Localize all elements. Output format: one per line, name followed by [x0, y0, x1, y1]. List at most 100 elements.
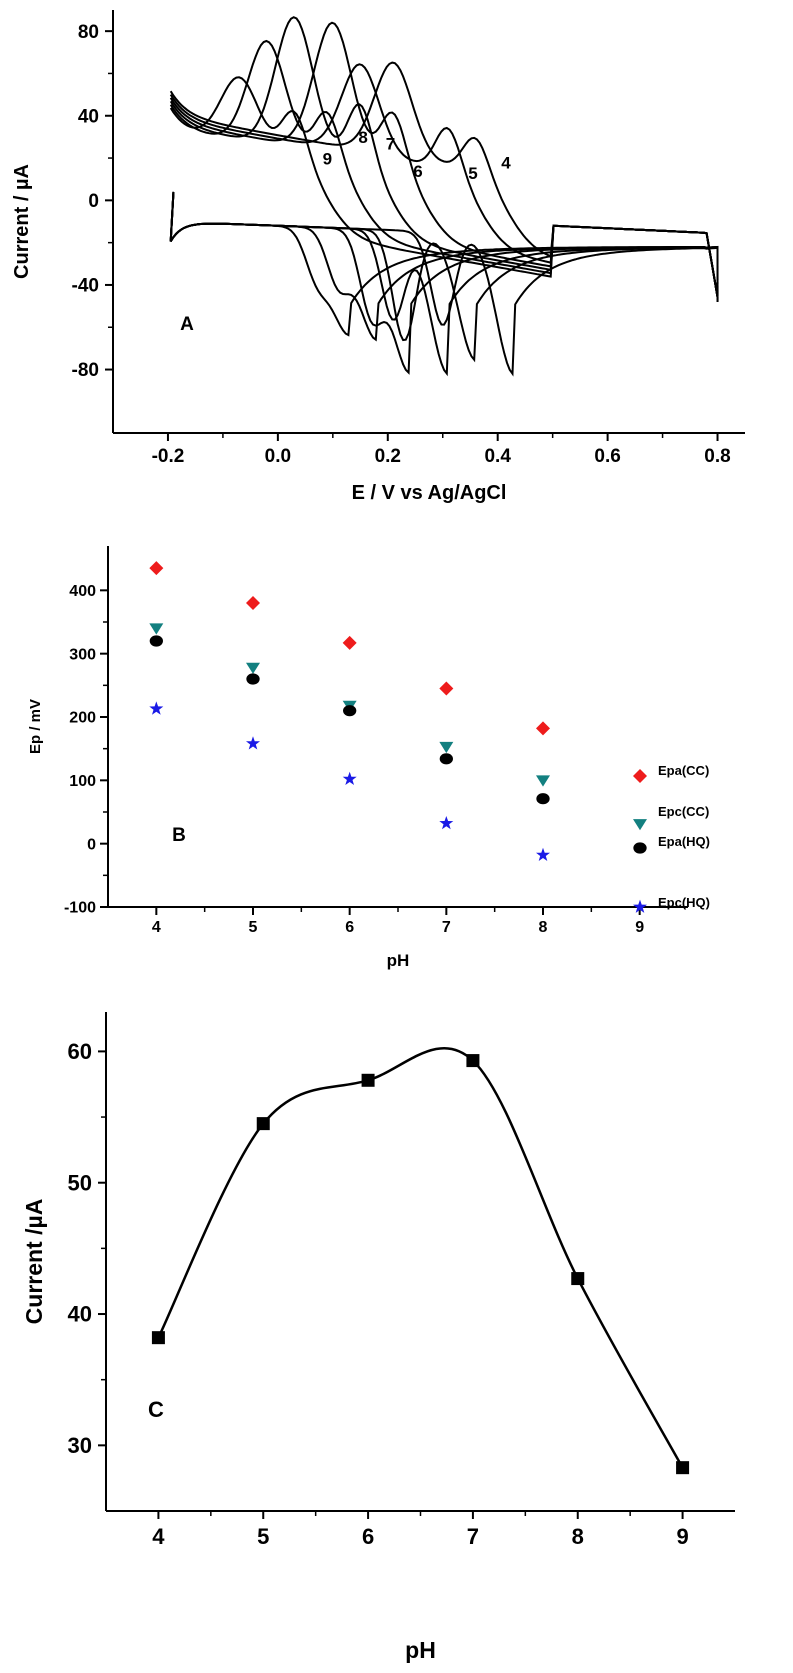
- point: [676, 1461, 690, 1475]
- panel-label: B: [172, 825, 186, 846]
- legend-item: Epc(CC): [633, 804, 709, 831]
- point: [536, 793, 550, 805]
- figure-panel-b: 4 5 6 7 8 9 -100 0 100 200 300 400 pH Ep / mV Epa(CC) E…: [0, 530, 793, 985]
- panel-label: A: [180, 314, 194, 335]
- legend-label: Epc(CC): [658, 804, 709, 819]
- figure-panel-c: 4 5 6 7 8 9 30 40 50 60 pH Current /µA C: [0, 1000, 793, 1668]
- point: [342, 771, 357, 785]
- x-tick-label: 5: [257, 1524, 269, 1549]
- point: [246, 662, 260, 674]
- point: [246, 673, 260, 685]
- x-tick-label: 0.6: [594, 446, 620, 467]
- y-tick-label: 50: [68, 1170, 92, 1195]
- x-tick-label: 9: [676, 1524, 688, 1549]
- y-tick-label: 200: [69, 710, 96, 727]
- x-axis-label: pH: [405, 1637, 436, 1663]
- point: [439, 753, 453, 765]
- legend-label: Epa(CC): [658, 763, 709, 778]
- cv-curve-2: [169, 39, 719, 342]
- point: [466, 1054, 480, 1068]
- point: [151, 1331, 165, 1345]
- y-axis-label: Current / µA: [11, 164, 33, 279]
- y-axis-label: Ep / mV: [27, 699, 44, 754]
- cv-curve-3: [169, 16, 719, 375]
- x-tick-label: 8: [572, 1524, 584, 1549]
- point: [536, 721, 550, 736]
- x-axis-label: pH: [387, 951, 410, 970]
- x-tick-label: 4: [152, 919, 161, 936]
- y-tick-label: 40: [78, 106, 99, 127]
- current-ph-chart: 4 5 6 7 8 9 30 40 50 60 pH Current /µA C: [21, 1012, 735, 1663]
- x-tick-label: 6: [362, 1524, 374, 1549]
- legend-label: Epa(HQ): [658, 834, 710, 849]
- figure-panel-a: -0.2 0.0 0.2 0.4 0.6 0.8 80 40 0 -40 -80 E / V vs A…: [0, 0, 793, 510]
- y-tick-label: -80: [72, 360, 99, 381]
- x-tick-label: 0.8: [704, 446, 730, 467]
- x-tick-label: 6: [345, 919, 354, 936]
- y-tick-label: 30: [68, 1433, 92, 1458]
- cv-curve-6: [169, 61, 719, 377]
- curve-label: 9: [323, 149, 332, 168]
- x-tick-label: 8: [539, 919, 548, 936]
- point: [439, 681, 454, 696]
- point: [256, 1117, 270, 1131]
- curve-label: 7: [386, 135, 395, 154]
- point: [342, 635, 357, 650]
- cv-curve-5: [169, 63, 719, 363]
- point: [633, 819, 647, 831]
- y-tick-label: 60: [68, 1039, 92, 1064]
- curve-label: 4: [501, 154, 511, 173]
- y-tick-label: 300: [69, 646, 96, 663]
- legend-label: Epc(HQ): [658, 895, 710, 910]
- x-tick-label: 7: [467, 1524, 479, 1549]
- point: [149, 701, 164, 715]
- curve-label: 6: [413, 162, 422, 181]
- point: [361, 1073, 375, 1087]
- point: [246, 596, 260, 610]
- legend-item: Epc(HQ): [633, 895, 710, 913]
- peak-potential-chart: 4 5 6 7 8 9 -100 0 100 200 300 400 pH Ep / mV Epa(CC) E…: [27, 546, 710, 970]
- panel-label: C: [148, 1397, 164, 1422]
- x-tick-label: 0.4: [484, 446, 511, 467]
- series-Epc(HQ): [149, 701, 550, 861]
- y-tick-label: -100: [64, 900, 96, 917]
- point: [439, 816, 454, 830]
- x-tick-label: 7: [442, 919, 451, 936]
- point: [246, 736, 260, 750]
- x-tick-label: 5: [249, 919, 258, 936]
- y-tick-label: 40: [68, 1302, 92, 1327]
- point: [439, 741, 454, 754]
- point: [149, 635, 163, 647]
- x-tick-label: 0.0: [265, 446, 291, 467]
- y-tick-label: 0: [88, 191, 99, 212]
- point: [633, 899, 647, 913]
- y-tick-label: 100: [69, 773, 96, 790]
- y-tick-label: 0: [87, 836, 96, 853]
- legend-item: Epa(HQ): [633, 834, 710, 854]
- y-axis-label: Current /µA: [21, 1199, 47, 1325]
- point: [536, 847, 550, 861]
- point: [633, 769, 647, 783]
- y-tick-label: -40: [72, 276, 99, 297]
- point: [633, 842, 647, 854]
- legend-item: Epa(CC): [633, 763, 709, 783]
- series-line: [157, 1046, 684, 1469]
- x-tick-label: 4: [152, 1524, 165, 1549]
- point: [536, 775, 550, 787]
- series-Epa(CC): [149, 561, 550, 736]
- x-tick-label: -0.2: [152, 446, 185, 467]
- cv-chart: -0.2 0.0 0.2 0.4 0.6 0.8 80 40 0 -40 -80 E / V vs A…: [11, 10, 745, 504]
- curve-label: 5: [468, 164, 477, 183]
- y-tick-label: 80: [78, 22, 99, 43]
- x-tick-label: 0.2: [375, 446, 401, 467]
- series-Epa(HQ): [149, 635, 550, 805]
- point: [571, 1272, 585, 1286]
- x-tick-label: 9: [635, 919, 644, 936]
- cv-curve-4: [169, 21, 719, 377]
- x-axis-label: E / V vs Ag/AgCl: [352, 482, 507, 504]
- point: [149, 561, 164, 576]
- cv-curve-1: [169, 76, 719, 337]
- y-tick-label: 400: [69, 583, 96, 600]
- point: [149, 623, 164, 635]
- curve-label: 8: [358, 128, 367, 147]
